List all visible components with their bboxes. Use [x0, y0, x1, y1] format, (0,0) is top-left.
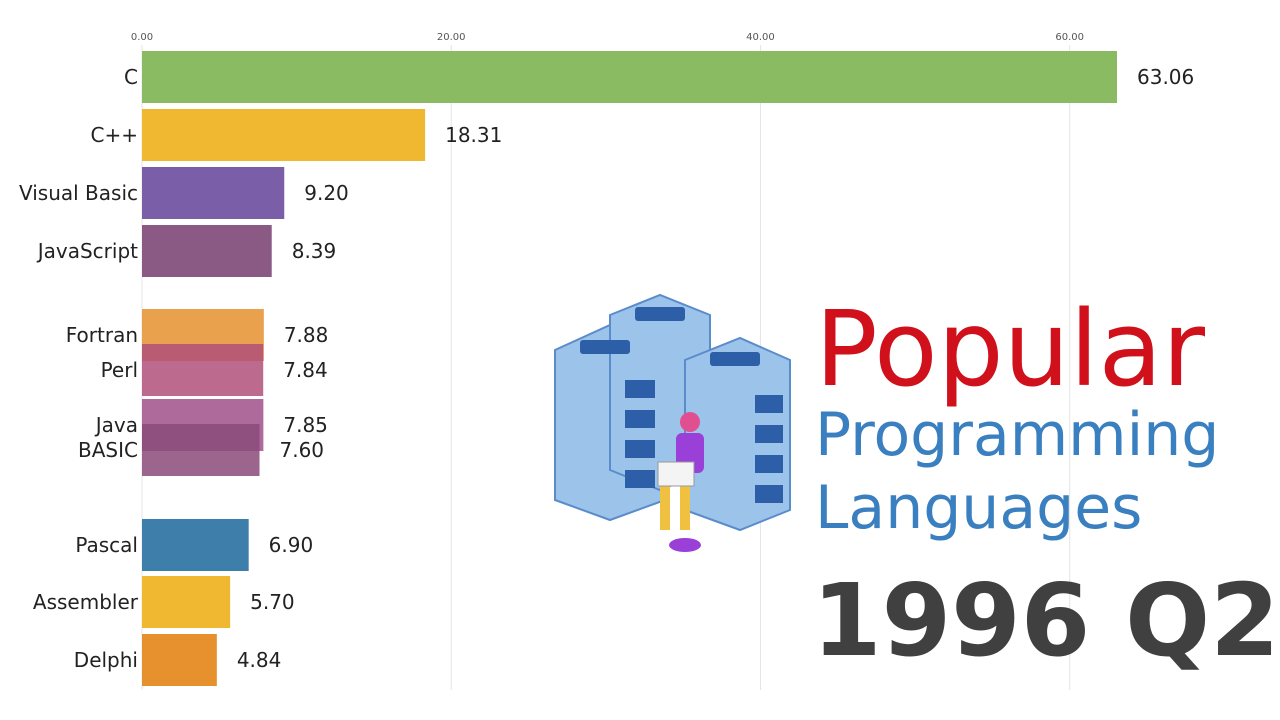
- bar: [142, 167, 285, 219]
- bar: [142, 344, 264, 396]
- category-label: C: [124, 65, 138, 89]
- x-tick-label: 0.00: [131, 32, 153, 43]
- category-label: Perl: [101, 358, 138, 382]
- value-label: 18.31: [445, 123, 502, 147]
- title-line: Popular: [815, 288, 1205, 410]
- value-label: 7.84: [283, 358, 328, 382]
- value-label: 5.70: [250, 590, 295, 614]
- bar: [142, 109, 426, 161]
- value-label: 7.60: [280, 438, 325, 462]
- category-label: Visual Basic: [19, 181, 138, 205]
- x-tick-label: 40.00: [746, 32, 775, 43]
- category-label: Java: [94, 413, 138, 437]
- value-label: 6.90: [269, 533, 314, 557]
- value-label: 4.84: [237, 648, 282, 672]
- plot: 0.00 20.00 40.00 60.00 C 63.06 C++ 18.31 Visual …: [19, 32, 1194, 690]
- bar: [142, 519, 249, 571]
- category-label: Pascal: [75, 533, 138, 557]
- illustration: [554, 293, 791, 552]
- category-label: Assembler: [33, 590, 139, 614]
- period-label: 1996 Q2: [812, 562, 1280, 679]
- category-label: BASIC: [78, 438, 138, 462]
- title-line: Languages: [815, 473, 1142, 543]
- title-line: Programming: [815, 400, 1219, 470]
- value-label: 9.20: [304, 181, 349, 205]
- value-label: 63.06: [1137, 65, 1194, 89]
- value-label: 7.88: [284, 323, 329, 347]
- x-tick-label: 20.00: [437, 32, 466, 43]
- bar: [142, 424, 260, 476]
- category-label: Delphi: [74, 648, 138, 672]
- bar: [142, 634, 217, 686]
- x-tick-label: 60.00: [1055, 32, 1084, 43]
- category-label: C++: [91, 123, 138, 147]
- category-label: JavaScript: [36, 239, 138, 263]
- bar: [142, 225, 272, 277]
- bar: [142, 51, 1118, 103]
- category-label: Fortran: [66, 323, 138, 347]
- bar: [142, 576, 231, 628]
- value-label: 8.39: [292, 239, 337, 263]
- value-label: 7.85: [283, 413, 328, 437]
